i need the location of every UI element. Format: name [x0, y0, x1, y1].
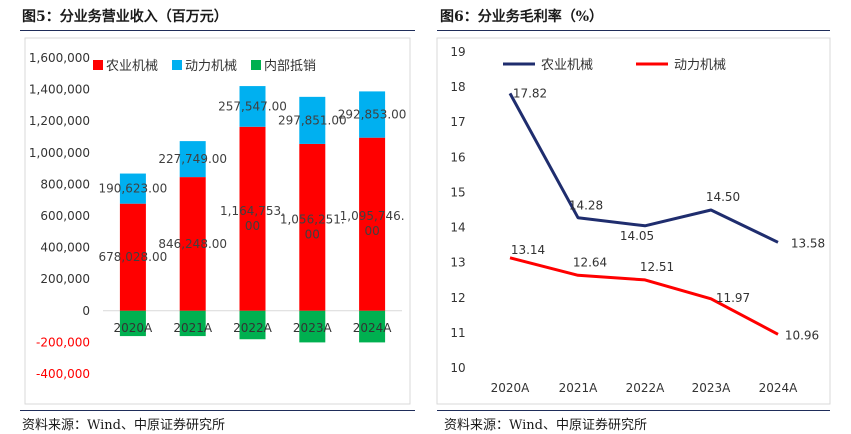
left-source-note: 资料来源：Wind、中原证券研究所 [22, 418, 225, 433]
bar-internal-offset [239, 310, 266, 340]
bar-agri-machinery [119, 203, 146, 311]
left-y-tick-label: 1,000,000 [29, 146, 90, 160]
left-y-tick-label: 200,000 [40, 272, 90, 286]
left-chart-title: 图5：分业务营业收入（百万元） [22, 9, 228, 25]
line-power-machinery [509, 256, 779, 336]
left-legend-label: 内部抵销 [264, 58, 316, 74]
left-y-tick-label: 1,600,000 [29, 51, 90, 65]
left-x-tick-label: 2023A [293, 321, 333, 335]
line-agri-value-label: 17.82 [513, 86, 547, 100]
bar-agri-machinery [239, 126, 266, 311]
left-x-tick-label: 2022A [233, 321, 273, 335]
bar-power-value-label: 292,853.00 [338, 108, 407, 122]
right-y-tick-label: 15 [450, 185, 465, 199]
bar-internal-offset [359, 310, 386, 343]
bar-internal-offset [179, 310, 206, 337]
line-power-value-label: 10.96 [785, 328, 819, 342]
right-y-tick-label: 12 [450, 291, 465, 305]
left-plot-frame [24, 37, 411, 405]
line-power-value-label: 12.51 [640, 260, 674, 274]
bar-internal-offset [299, 310, 326, 343]
right-y-tick-label: 10 [450, 361, 465, 375]
right-x-tick-label: 2023A [692, 381, 732, 395]
line-agri-value-label: 14.28 [569, 199, 603, 213]
right-legend-label: 农业机械 [541, 58, 593, 73]
left-legend-swatch [251, 60, 261, 70]
left-y-tick-label: -200,000 [36, 335, 90, 349]
right-y-tick-label: 17 [450, 115, 465, 129]
line-power-value-label: 11.97 [716, 291, 750, 305]
bar-power-machinery [239, 86, 266, 127]
left-legend-label: 动力机械 [185, 59, 237, 74]
left-y-tick-label: 400,000 [40, 241, 90, 255]
right-x-tick-label: 2024A [759, 381, 799, 395]
right-plot-frame [436, 37, 831, 405]
bar-agri-machinery [359, 137, 386, 311]
line-agri-value-label: 13.58 [791, 236, 825, 250]
left-y-tick-label: 800,000 [40, 177, 90, 191]
bar-power-value-label: 297,851.00 [278, 113, 347, 127]
right-x-tick-label: 2021A [559, 381, 599, 395]
bar-agri-value-label: 1,056,251. 00 [280, 212, 345, 241]
left-title-rule [20, 30, 415, 31]
line-agri-value-label: 14.05 [620, 229, 654, 243]
right-y-tick-label: 11 [450, 326, 465, 340]
bar-agri-machinery [179, 177, 206, 311]
right-legend-label: 动力机械 [674, 58, 726, 73]
left-source-rule [20, 410, 415, 411]
left-legend-label: 农业机械 [106, 59, 158, 74]
bar-agri-value-label: 1,095,746. 00 [340, 209, 405, 238]
right-title-rule [437, 30, 830, 31]
bar-internal-offset [119, 310, 146, 337]
bar-power-value-label: 257,547.00 [218, 99, 287, 113]
left-x-tick-label: 2024A [353, 321, 393, 335]
right-y-tick-label: 13 [450, 256, 465, 270]
bar-agri-machinery [299, 143, 326, 311]
bar-power-machinery [119, 173, 146, 204]
bar-power-machinery [179, 141, 206, 178]
left-x-tick-label: 2021A [173, 321, 213, 335]
right-x-tick-label: 2020A [491, 381, 531, 395]
line-power-value-label: 13.14 [511, 243, 545, 257]
line-agri-value-label: 14.50 [706, 190, 740, 204]
left-x-tick-label: 2020A [114, 321, 154, 335]
bar-power-value-label: 227,749.00 [158, 152, 227, 166]
left-y-tick-label: 600,000 [40, 209, 90, 223]
right-x-tick-label: 2022A [626, 381, 666, 395]
left-y-tick-label: 1,400,000 [29, 83, 90, 97]
bar-agri-value-label: 1,164,753. 00 [220, 204, 285, 233]
left-y-tick-label: -400,000 [36, 367, 90, 381]
bar-power-value-label: 190,623.00 [99, 182, 168, 196]
bar-agri-value-label: 678,028.00 [99, 250, 168, 264]
bar-power-machinery [359, 91, 386, 138]
right-y-tick-label: 14 [450, 221, 465, 235]
line-agri-machinery [508, 92, 779, 244]
bar-agri-value-label: 846,248.00 [158, 237, 227, 251]
right-source-note: 资料来源：Wind、中原证券研究所 [444, 418, 647, 433]
left-y-tick-label: 0 [82, 304, 90, 318]
right-source-rule [437, 410, 830, 411]
left-legend-swatch [172, 60, 182, 70]
right-chart-title: 图6：分业务毛利率（%） [440, 9, 604, 25]
right-y-tick-label: 19 [450, 45, 465, 59]
right-y-tick-label: 18 [450, 80, 465, 94]
line-power-value-label: 12.64 [573, 255, 607, 269]
left-legend-swatch [93, 60, 103, 70]
left-y-tick-label: 1,200,000 [29, 114, 90, 128]
right-y-tick-label: 16 [450, 150, 465, 164]
bar-power-machinery [299, 96, 326, 144]
